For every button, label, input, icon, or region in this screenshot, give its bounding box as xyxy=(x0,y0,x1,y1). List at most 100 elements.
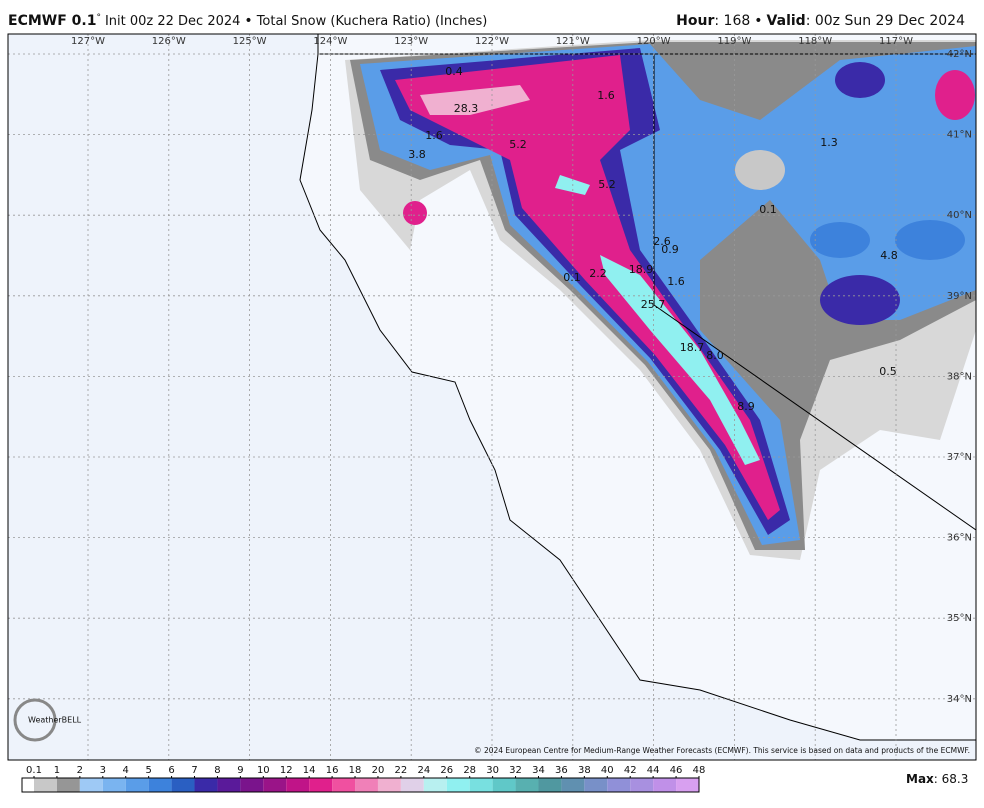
latitude-label: 40°N xyxy=(947,210,972,221)
point-labels: 0.4 28.3 1.6 1.6 3.8 5.2 5.2 1.3 0.1 2.60.9 18.9 2.… xyxy=(408,65,898,413)
colorbar: 0.1 1 2 3 4 5 6 7 8 9 10 12 14 16 18 20 22 24 26 28 30 32 34 36… xyxy=(21,765,706,793)
latitude-label: 42°N xyxy=(947,49,972,60)
colorbar-bin xyxy=(538,778,562,792)
map: 127°W 126°W 125°W 124°W 123°W 122°W 121°W 120°W… xyxy=(8,34,976,760)
longitude-label: 127°W xyxy=(71,36,105,47)
max-text: Max: 68.3 xyxy=(906,772,968,786)
colorbar-label: 36 xyxy=(555,765,568,776)
colorbar-label: 14 xyxy=(303,765,316,776)
colorbar-bin xyxy=(469,778,493,792)
colorbar-label: 26 xyxy=(440,765,453,776)
logo: WeatherBELL xyxy=(13,698,82,742)
longitude-label: 124°W xyxy=(313,36,347,47)
colorbar-label: 42 xyxy=(624,765,637,776)
colorbar-bin xyxy=(240,778,264,792)
colorbar-bin xyxy=(102,778,126,792)
point-label: 8.0 xyxy=(706,349,724,362)
point-label: 0.9 xyxy=(661,243,679,256)
colorbar-label: 30 xyxy=(486,765,499,776)
colorbar-label: 0.1 xyxy=(26,765,42,776)
point-label: 25.7 xyxy=(641,298,666,311)
point-label: 18.7 xyxy=(680,341,705,354)
colorbar-bin xyxy=(676,778,699,792)
point-label: 0.1 xyxy=(759,203,777,216)
colorbar-label: 46 xyxy=(670,765,683,776)
point-label: 8.9 xyxy=(737,400,755,413)
longitude-label: 118°W xyxy=(798,36,832,47)
model: ECMWF 0.1 xyxy=(8,13,96,29)
longitude-label: 117°W xyxy=(879,36,913,47)
hour: 168 xyxy=(724,13,751,29)
longitude-label: 126°W xyxy=(152,36,186,47)
colorbar-label: 12 xyxy=(280,765,293,776)
map-frame xyxy=(7,33,977,761)
colorbar-bin xyxy=(332,778,356,792)
colorbar-label: 38 xyxy=(578,765,591,776)
max-label: Max xyxy=(906,772,934,786)
colorbar-label: 16 xyxy=(326,765,339,776)
point-label: 3.8 xyxy=(408,148,426,161)
longitude-label: 121°W xyxy=(556,36,590,47)
colorbar-label: 34 xyxy=(532,765,545,776)
latitude-label: 35°N xyxy=(947,613,972,624)
colorbar-lead xyxy=(22,778,34,792)
colorbar-label: 32 xyxy=(509,765,522,776)
valid-info: Hour: 168 • Valid: 00z Sun 29 Dec 2024 xyxy=(676,13,965,29)
colorbar-bin xyxy=(194,778,218,792)
colorbar-label: 48 xyxy=(693,765,706,776)
colorbar-label: 18 xyxy=(349,765,362,776)
point-label: 28.3 xyxy=(454,102,479,115)
state-borders xyxy=(318,53,976,531)
colorbar-bin xyxy=(607,778,631,792)
max-value: 68.3 xyxy=(942,772,969,786)
colorbar-label: 24 xyxy=(417,765,430,776)
degree: ° xyxy=(96,13,101,23)
latitude-label: 39°N xyxy=(947,291,972,302)
colorbar-bin xyxy=(377,778,401,792)
colorbar-bin xyxy=(584,778,608,792)
product: Total Snow (Kuchera Ratio) (Inches) xyxy=(256,14,488,29)
copyright: © 2024 European Centre for Medium-Range … xyxy=(474,746,970,755)
colorbar-bin xyxy=(309,778,333,792)
hour-label: Hour xyxy=(676,13,714,29)
colorbar-bin xyxy=(56,778,80,792)
colorbar-bin xyxy=(171,778,195,792)
longitude-label: 125°W xyxy=(233,36,267,47)
colorbar-bin xyxy=(286,778,310,792)
title: ECMWF 0.1° Init 00z 22 Dec 2024 • Total Sno… xyxy=(8,13,487,30)
colorbar-label: 5 xyxy=(145,765,151,776)
colorbar-label: 3 xyxy=(100,765,106,776)
point-label: 0.5 xyxy=(879,365,897,378)
colorbar-label: 6 xyxy=(168,765,174,776)
colorbar-bin xyxy=(263,778,287,792)
point-label: 18.9 xyxy=(629,263,654,276)
colorbar-bin xyxy=(217,778,241,792)
colorbar-bin xyxy=(125,778,149,792)
point-label: 2.6 xyxy=(653,235,671,248)
colorbar-frame xyxy=(21,777,700,793)
colorbar-label: 40 xyxy=(601,765,614,776)
snow-field xyxy=(345,40,976,560)
point-label: 1.3 xyxy=(820,136,838,149)
colorbar-label: 10 xyxy=(257,765,270,776)
point-label: 4.8 xyxy=(880,249,898,262)
colorbar-bin xyxy=(653,778,677,792)
valid: 00z Sun 29 Dec 2024 xyxy=(815,13,965,29)
point-label: 5.2 xyxy=(598,178,616,191)
colorbar-label: 22 xyxy=(395,765,408,776)
colorbar-label: 8 xyxy=(214,765,220,776)
point-label: 5.2 xyxy=(509,138,527,151)
colorbar-label: 4 xyxy=(123,765,129,776)
latitude-label: 34°N xyxy=(947,694,972,705)
latitude-label: 41°N xyxy=(947,130,972,141)
colorbar-bin xyxy=(630,778,654,792)
longitude-label: 122°W xyxy=(475,36,509,47)
point-label: 2.2 xyxy=(589,267,607,280)
graticule: 127°W 126°W 125°W 124°W 123°W 122°W 121°W 120°W… xyxy=(8,34,976,760)
point-label: 1.6 xyxy=(425,129,443,142)
colorbar-bin xyxy=(79,778,103,792)
colorbar-bin xyxy=(446,778,470,792)
longitude-label: 123°W xyxy=(394,36,428,47)
valid-label: Valid xyxy=(767,13,806,29)
